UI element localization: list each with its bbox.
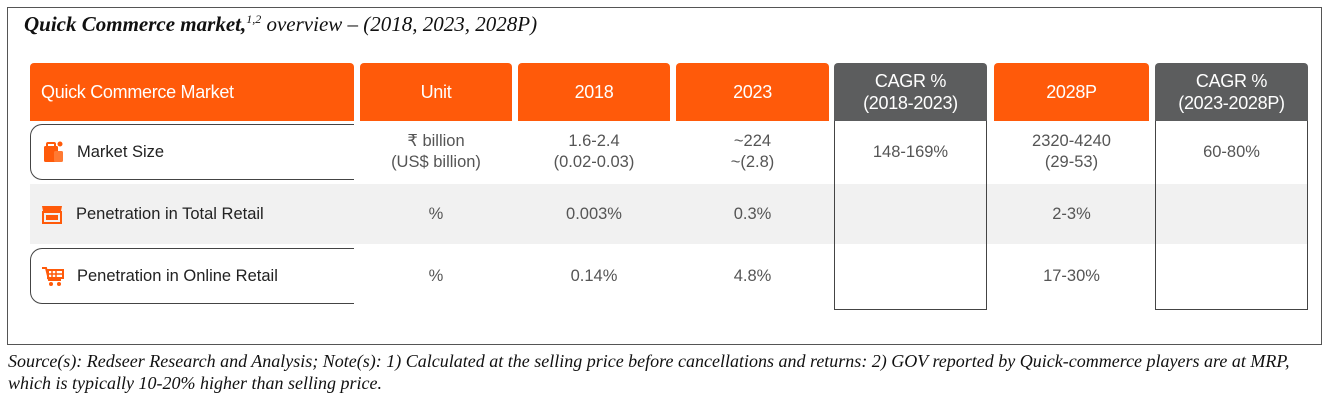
cell-market-size-2023: ~224 ~(2.8) <box>730 132 775 171</box>
row-label-text: Penetration in Online Retail <box>77 266 278 285</box>
cell-market-size-cagr1: 148-169% <box>872 142 949 161</box>
cagr-column-box-2 <box>1155 121 1308 310</box>
row-label-online-retail: Penetration in Online Retail <box>30 248 354 304</box>
header-2028p: 2028P <box>994 63 1149 121</box>
header-unit: Unit <box>360 63 512 121</box>
cagr-column-box-1 <box>834 121 987 310</box>
cell-online-retail-2028p: 17-30% <box>1043 266 1100 285</box>
title-rest: overview – (2018, 2023, 2028P) <box>261 12 538 36</box>
header-2023: 2023 <box>676 63 829 121</box>
row-band-total-retail <box>30 184 1308 244</box>
cell-online-retail-2023: 4.8% <box>733 266 772 285</box>
cell-market-size-2028p: 2320-4240 (29-53) <box>1032 132 1111 171</box>
cell-market-size-cagr2: 60-80% <box>1203 142 1260 161</box>
source-note: Source(s): Redseer Research and Analysis… <box>8 351 1290 393</box>
cell-total-retail-2028p: 2-3% <box>1052 204 1091 223</box>
header-2018: 2018 <box>518 63 670 121</box>
market-table: Quick Commerce Market Unit 2018 2023 CAG… <box>30 63 1308 310</box>
title-bold: Quick Commerce market, <box>24 12 247 36</box>
cell-online-retail-unit: % <box>428 266 444 285</box>
delivery-bag-icon <box>44 141 63 162</box>
row-label-text: Market Size <box>77 142 165 161</box>
cell-total-retail-2018: 0.003% <box>566 204 622 223</box>
row-label-total-retail: Penetration in Total Retail <box>30 186 354 242</box>
header-cagr-2018-2023: CAGR % (2018-2023) <box>834 63 987 121</box>
header-market: Quick Commerce Market <box>30 63 354 121</box>
row-label-market-size: Market Size <box>30 124 354 180</box>
cell-online-retail-2018: 0.14% <box>570 266 618 285</box>
storefront-icon <box>42 206 62 224</box>
cell-market-size-2018: 1.6-2.4 (0.02-0.03) <box>553 132 635 171</box>
shopping-cart-icon <box>42 267 64 286</box>
cell-total-retail-unit: % <box>428 204 444 223</box>
cell-total-retail-2023: 0.3% <box>733 204 772 223</box>
cell-market-size-unit: ₹ billion (US$ billion) <box>391 132 481 171</box>
header-cagr-2023-2028p: CAGR % (2023-2028P) <box>1155 63 1308 121</box>
figure-frame <box>7 7 1322 345</box>
title-superscript: 1,2 <box>246 12 262 26</box>
row-label-text: Penetration in Total Retail <box>76 204 264 223</box>
figure-title: Quick Commerce market,1,2 overview – (20… <box>24 12 537 37</box>
